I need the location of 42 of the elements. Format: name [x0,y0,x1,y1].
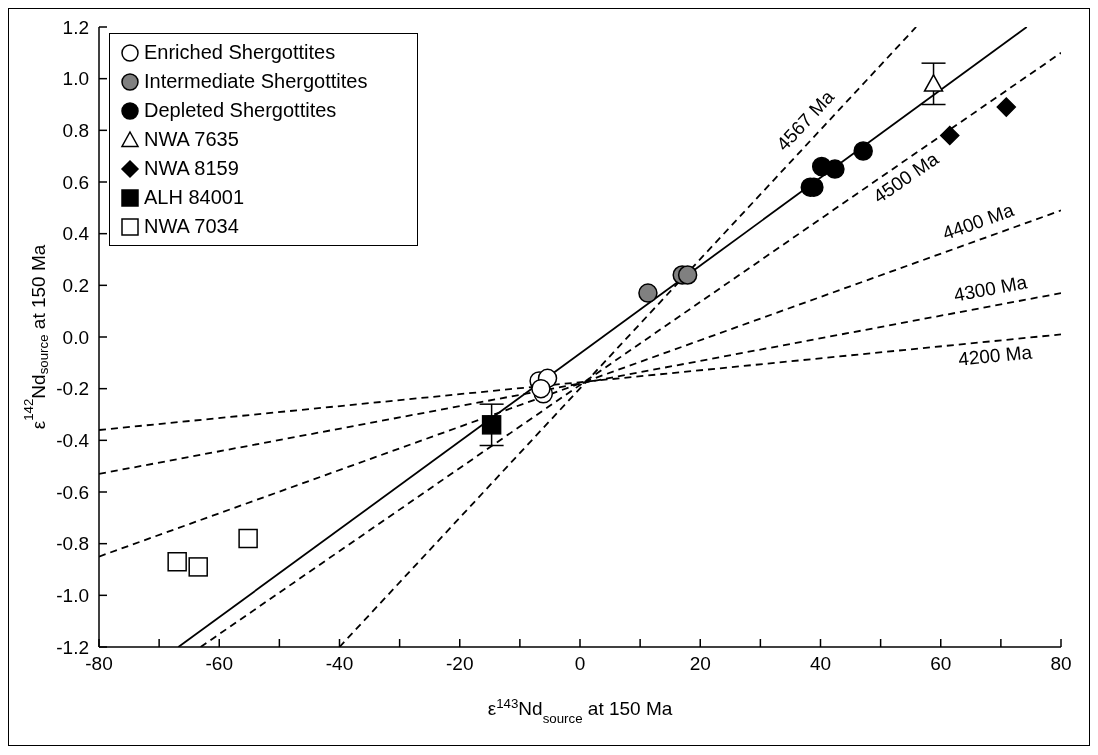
point [238,528,258,549]
legend-label: NWA 7635 [144,128,239,151]
x-axis-title: ε$^{143}$Nd$_{source}$ at 150 Ma [487,695,673,726]
point [531,378,551,399]
point [188,557,208,577]
point [638,283,658,303]
y-tick-label: 0.0 [62,326,89,348]
x-tick-label: 80 [1050,653,1072,675]
y-tick-label: 1.2 [62,16,89,38]
x-tick-label: 20 [689,653,711,675]
x-tick-label: -40 [325,653,354,675]
y-tick-label: 0.8 [62,120,89,142]
y-tick-label: 0.6 [62,171,89,193]
x-tick-label: 40 [809,653,832,675]
y-tick-label: -0.6 [56,481,89,503]
legend-label: ALH 84001 [144,186,245,209]
point [940,125,960,146]
legend-label: Depleted Shergottites [144,99,337,122]
y-tick-label: 0.4 [62,223,90,245]
annotation: 4200 Ma [957,341,1034,370]
point [167,552,187,572]
point [923,74,944,92]
x-tick-label: -60 [205,653,233,675]
legend-label: NWA 8159 [144,157,239,180]
x-tick-label: 60 [930,653,952,675]
point [853,141,873,161]
y-tick-label: -0.2 [56,378,89,400]
point [825,159,845,179]
point [677,265,698,285]
y-tick-label: -1.0 [56,585,89,607]
annotation: 4300 Ma [952,271,1030,306]
legend-label: NWA 7034 [144,215,239,238]
legend-label: Intermediate Shergottites [144,70,368,93]
x-tick-label: -20 [446,653,474,675]
x-tick-label: 0 [574,653,586,675]
y-tick-label: -0.4 [56,430,90,452]
point [996,97,1017,117]
y-tick-label: 1.0 [62,68,89,90]
y-tick-label: -0.8 [56,533,89,555]
legend-label: Enriched Shergottites [144,41,336,64]
point [481,415,502,435]
y-tick-label: 0.2 [62,275,89,297]
